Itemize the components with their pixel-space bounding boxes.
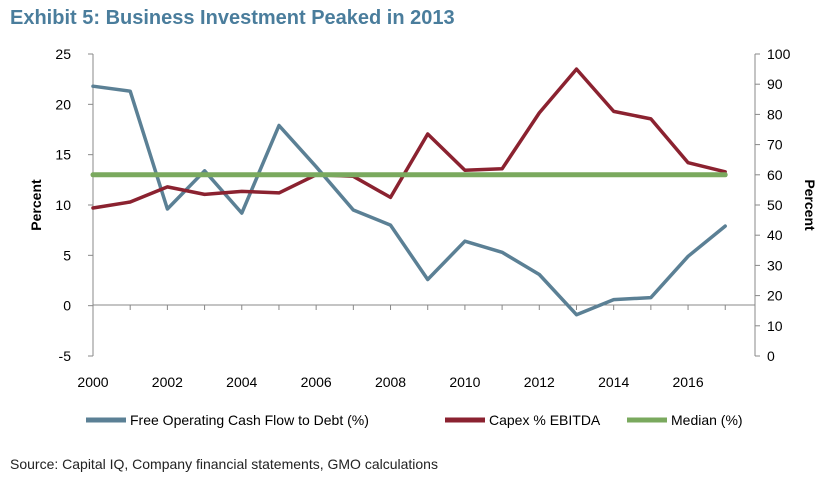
y-right-tick-label: 90 [767, 76, 783, 92]
y-axis-left-label: Percent [28, 179, 44, 231]
y-left-tick-label: 15 [55, 147, 71, 163]
legend-label: Free Operating Cash Flow to Debt (%) [130, 412, 369, 428]
y-right-tick-label: 60 [767, 167, 783, 183]
y-axis-right-label: Percent [802, 179, 818, 231]
x-tick-label: 2002 [152, 374, 183, 390]
x-tick-label: 2008 [375, 374, 406, 390]
x-tick-label: 2014 [598, 374, 629, 390]
y-right-tick-label: 20 [767, 288, 783, 304]
y-right-tick-label: 0 [767, 348, 775, 364]
legend-label: Median (%) [671, 412, 743, 428]
x-tick-label: 2006 [301, 374, 332, 390]
x-tick-label: 2016 [672, 374, 703, 390]
source-note: Source: Capital IQ, Company financial st… [10, 456, 438, 472]
y-right-tick-label: 10 [767, 318, 783, 334]
y-left-tick-label: 10 [55, 197, 71, 213]
y-left-tick-label: 25 [55, 46, 71, 62]
x-tick-label: 2000 [77, 374, 108, 390]
y-right-tick-label: 40 [767, 227, 783, 243]
x-tick-label: 2010 [449, 374, 480, 390]
series-line-fcf-to-debt [91, 84, 727, 317]
series-lines [90, 67, 728, 317]
legend-label: Capex % EBITDA [489, 412, 601, 428]
series-line-capex-ebitda [91, 67, 727, 210]
tick-labels: -5 0 5 10 15 20 25 0 10 20 30 40 50 60 70 80 90 100 2000 20… [28, 46, 818, 390]
y-right-tick-label: 30 [767, 257, 783, 273]
y-right-tick-label: 70 [767, 137, 783, 153]
chart-title: Exhibit 5: Business Investment Peaked in… [10, 7, 455, 29]
legend: Free Operating Cash Flow to Debt (%) Cape… [86, 412, 743, 428]
y-right-tick-label: 100 [767, 46, 791, 62]
y-left-tick-label: 0 [63, 298, 71, 314]
x-tick-label: 2004 [226, 374, 257, 390]
y-left-tick-label: 20 [55, 96, 71, 112]
y-right-tick-label: 80 [767, 106, 783, 122]
axes [88, 53, 760, 357]
y-left-tick-label: -5 [59, 348, 72, 364]
x-tick-label: 2012 [524, 374, 555, 390]
y-left-tick-label: 5 [63, 247, 71, 263]
y-right-tick-label: 50 [767, 197, 783, 213]
